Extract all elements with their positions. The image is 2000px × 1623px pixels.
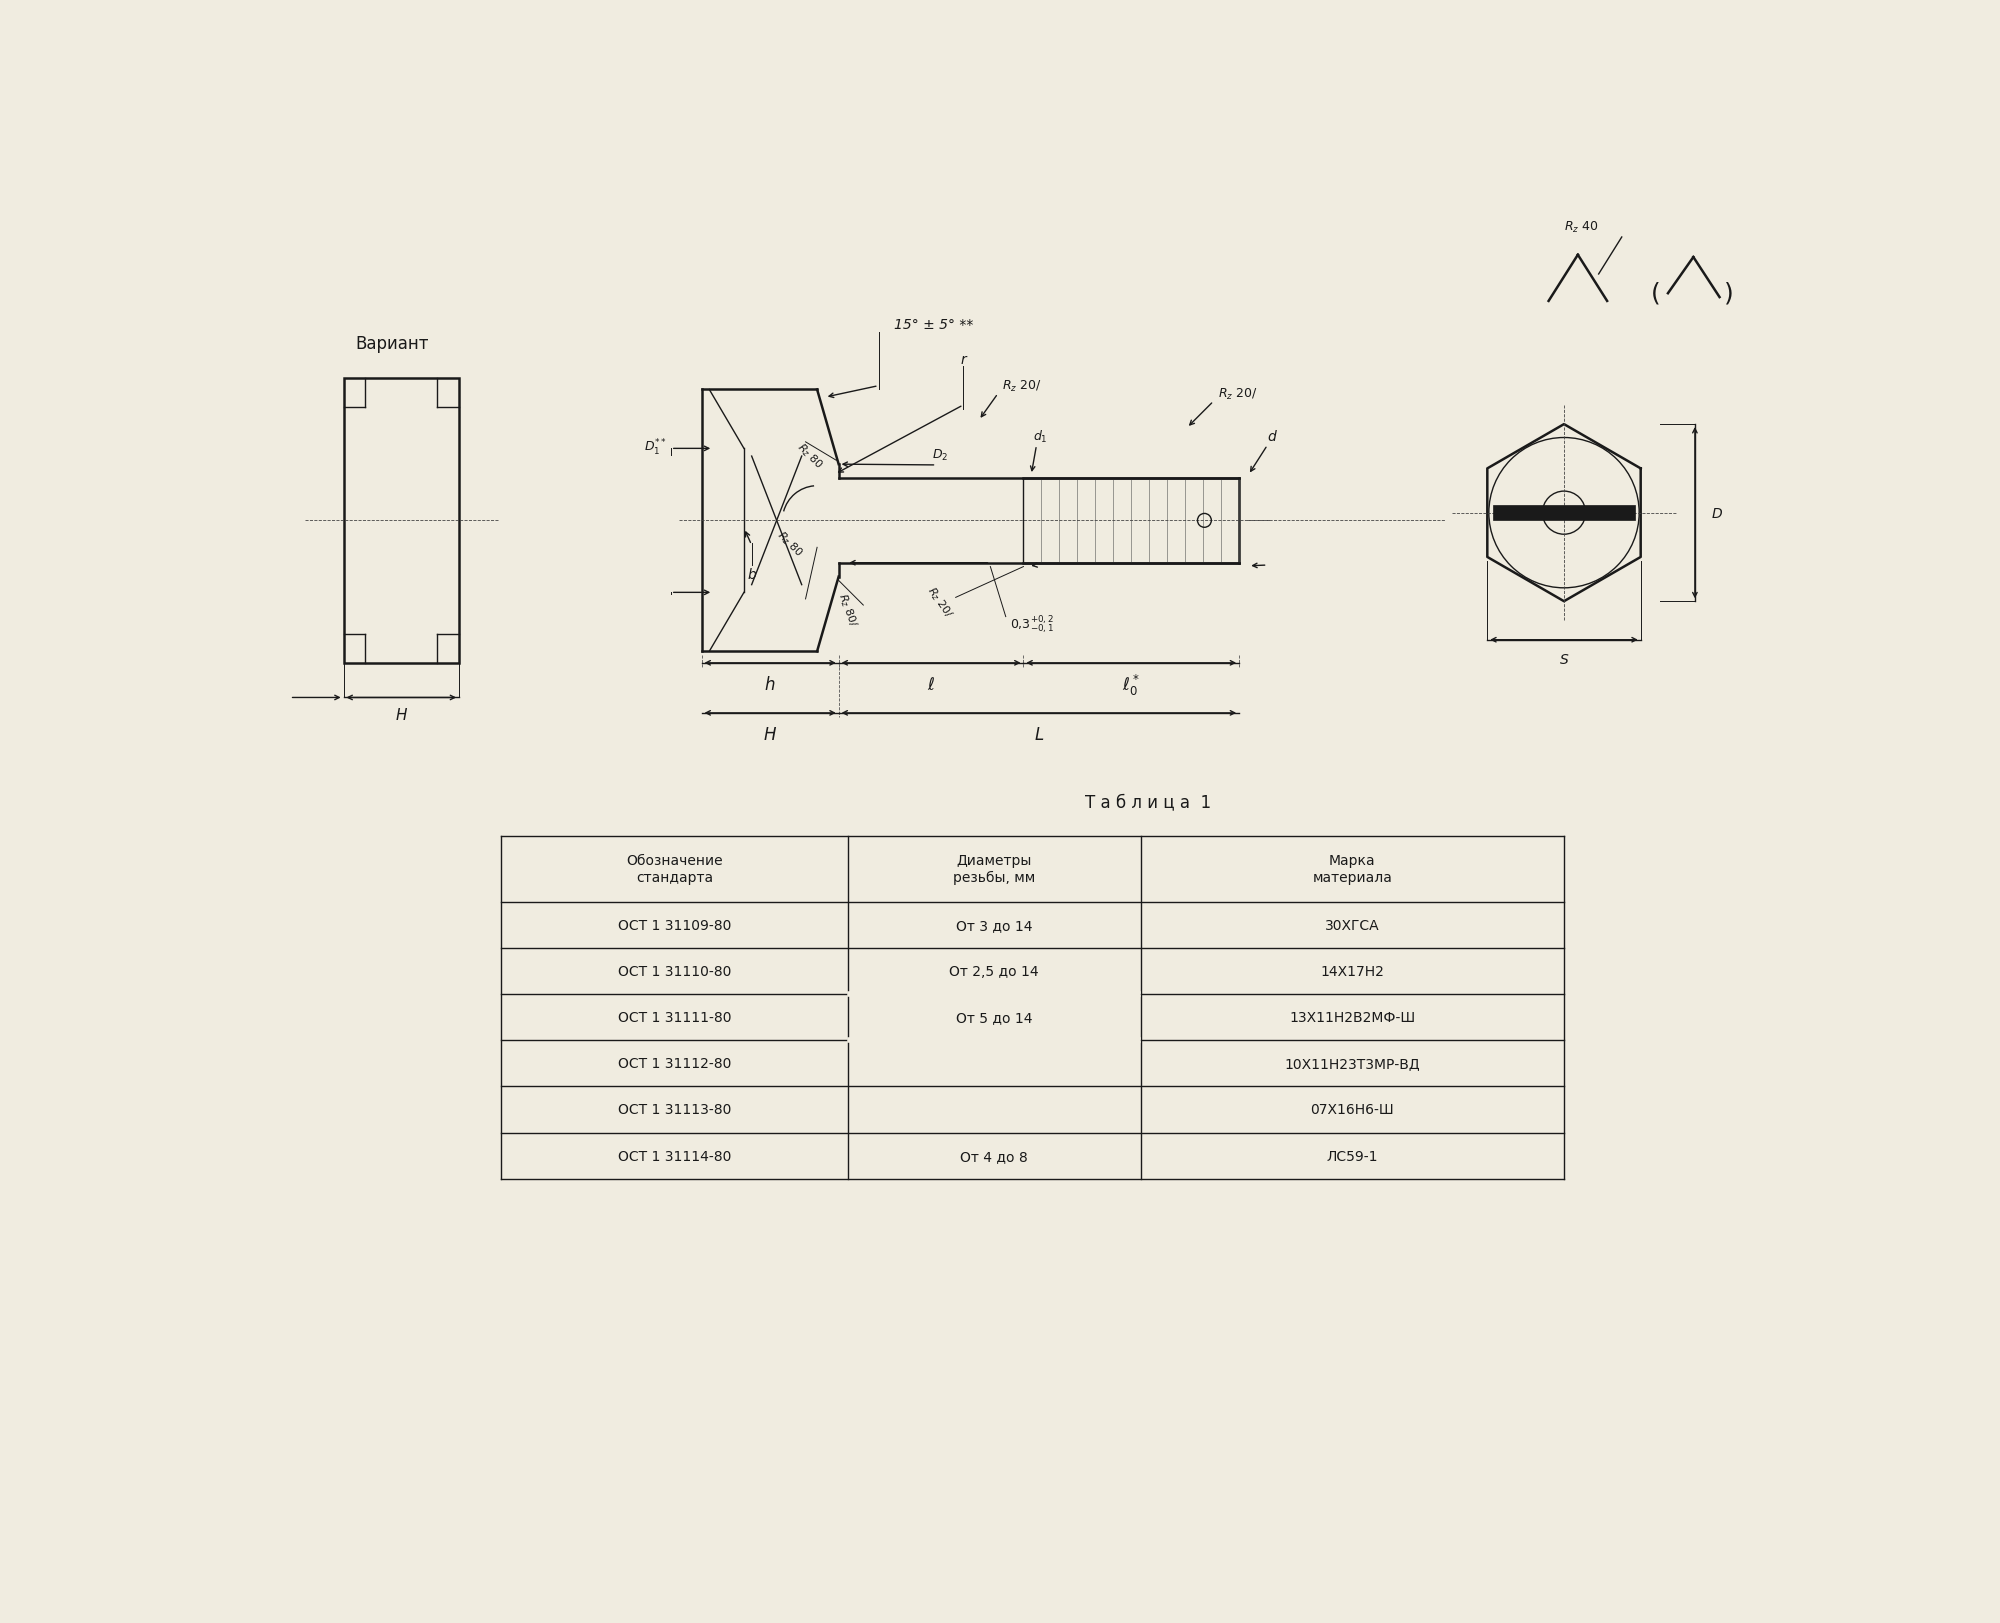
Text: резьбы, мм: резьбы, мм [954, 870, 1036, 885]
Text: $D_2$: $D_2$ [932, 448, 948, 463]
Text: Диаметры: Диаметры [956, 854, 1032, 868]
Text: d: d [1268, 430, 1276, 443]
Text: ОСТ 1 31114-80: ОСТ 1 31114-80 [618, 1149, 732, 1164]
Text: ОСТ 1 31113-80: ОСТ 1 31113-80 [618, 1102, 732, 1117]
Text: $R_z$ 20/: $R_z$ 20/ [1002, 378, 1042, 394]
Text: $D_1^{**}$: $D_1^{**}$ [644, 438, 666, 458]
Text: 15° ± 5° **: 15° ± 5° ** [894, 318, 974, 331]
Text: 13Х11Н2В2МФ-Ш: 13Х11Н2В2МФ-Ш [1290, 1011, 1416, 1024]
Text: Марка: Марка [1328, 854, 1376, 868]
Text: Вариант: Вариант [356, 334, 428, 354]
Text: $R_z$ 20/: $R_z$ 20/ [1218, 386, 1258, 401]
Text: $d_1$: $d_1$ [1034, 428, 1048, 445]
Text: $R_z$ 40: $R_z$ 40 [1564, 219, 1598, 235]
Text: ОСТ 1 31111-80: ОСТ 1 31111-80 [618, 1011, 732, 1024]
Text: 14Х17Н2: 14Х17Н2 [1320, 964, 1384, 979]
Text: стандарта: стандарта [636, 870, 714, 885]
Text: ОСТ 1 31112-80: ОСТ 1 31112-80 [618, 1057, 732, 1071]
Text: От 5 до 14: От 5 до 14 [956, 1011, 1032, 1024]
Text: r: r [960, 352, 966, 367]
Text: h: h [764, 675, 776, 695]
Text: ОСТ 1 31110-80: ОСТ 1 31110-80 [618, 964, 732, 979]
Text: 10Х11Н23Т3МР-ВД: 10Х11Н23Т3МР-ВД [1284, 1057, 1420, 1071]
Text: H: H [764, 725, 776, 743]
Text: ОСТ 1 31109-80: ОСТ 1 31109-80 [618, 919, 732, 932]
Text: (: ( [1650, 281, 1660, 305]
Text: 30ХГСА: 30ХГСА [1324, 919, 1380, 932]
Text: 07Х16Н6-Ш: 07Х16Н6-Ш [1310, 1102, 1394, 1117]
Text: $\ell_0^*$: $\ell_0^*$ [1122, 672, 1140, 698]
Text: Обозначение: Обозначение [626, 854, 722, 868]
Bar [344, 378, 460, 664]
Bar [1492, 506, 1636, 521]
Text: От 2,5 до 14: От 2,5 до 14 [950, 964, 1040, 979]
Text: $R_z$ 80/: $R_z$ 80/ [836, 591, 860, 628]
Text: $R_z$ 80: $R_z$ 80 [794, 440, 826, 471]
Text: $R_z$ 20/: $R_z$ 20/ [924, 583, 956, 620]
Text: $R_z$ 80: $R_z$ 80 [774, 527, 806, 560]
Text: От 4 до 8: От 4 до 8 [960, 1149, 1028, 1164]
Text: материала: материала [1312, 870, 1392, 885]
Text: ): ) [1724, 281, 1734, 305]
Text: $\ell$: $\ell$ [928, 675, 936, 695]
Text: b: b [748, 568, 756, 583]
Text: H: H [396, 708, 408, 722]
Text: S: S [1560, 652, 1568, 667]
Text: D: D [1712, 506, 1722, 521]
Text: Т а б л и ц а  1: Т а б л и ц а 1 [1086, 794, 1212, 812]
Text: ЛС59-1: ЛС59-1 [1326, 1149, 1378, 1164]
Text: $0{,}3^{+0,2}_{-0,1}$: $0{,}3^{+0,2}_{-0,1}$ [1010, 613, 1054, 636]
Text: От 3 до 14: От 3 до 14 [956, 919, 1032, 932]
Text: L: L [1034, 725, 1044, 743]
